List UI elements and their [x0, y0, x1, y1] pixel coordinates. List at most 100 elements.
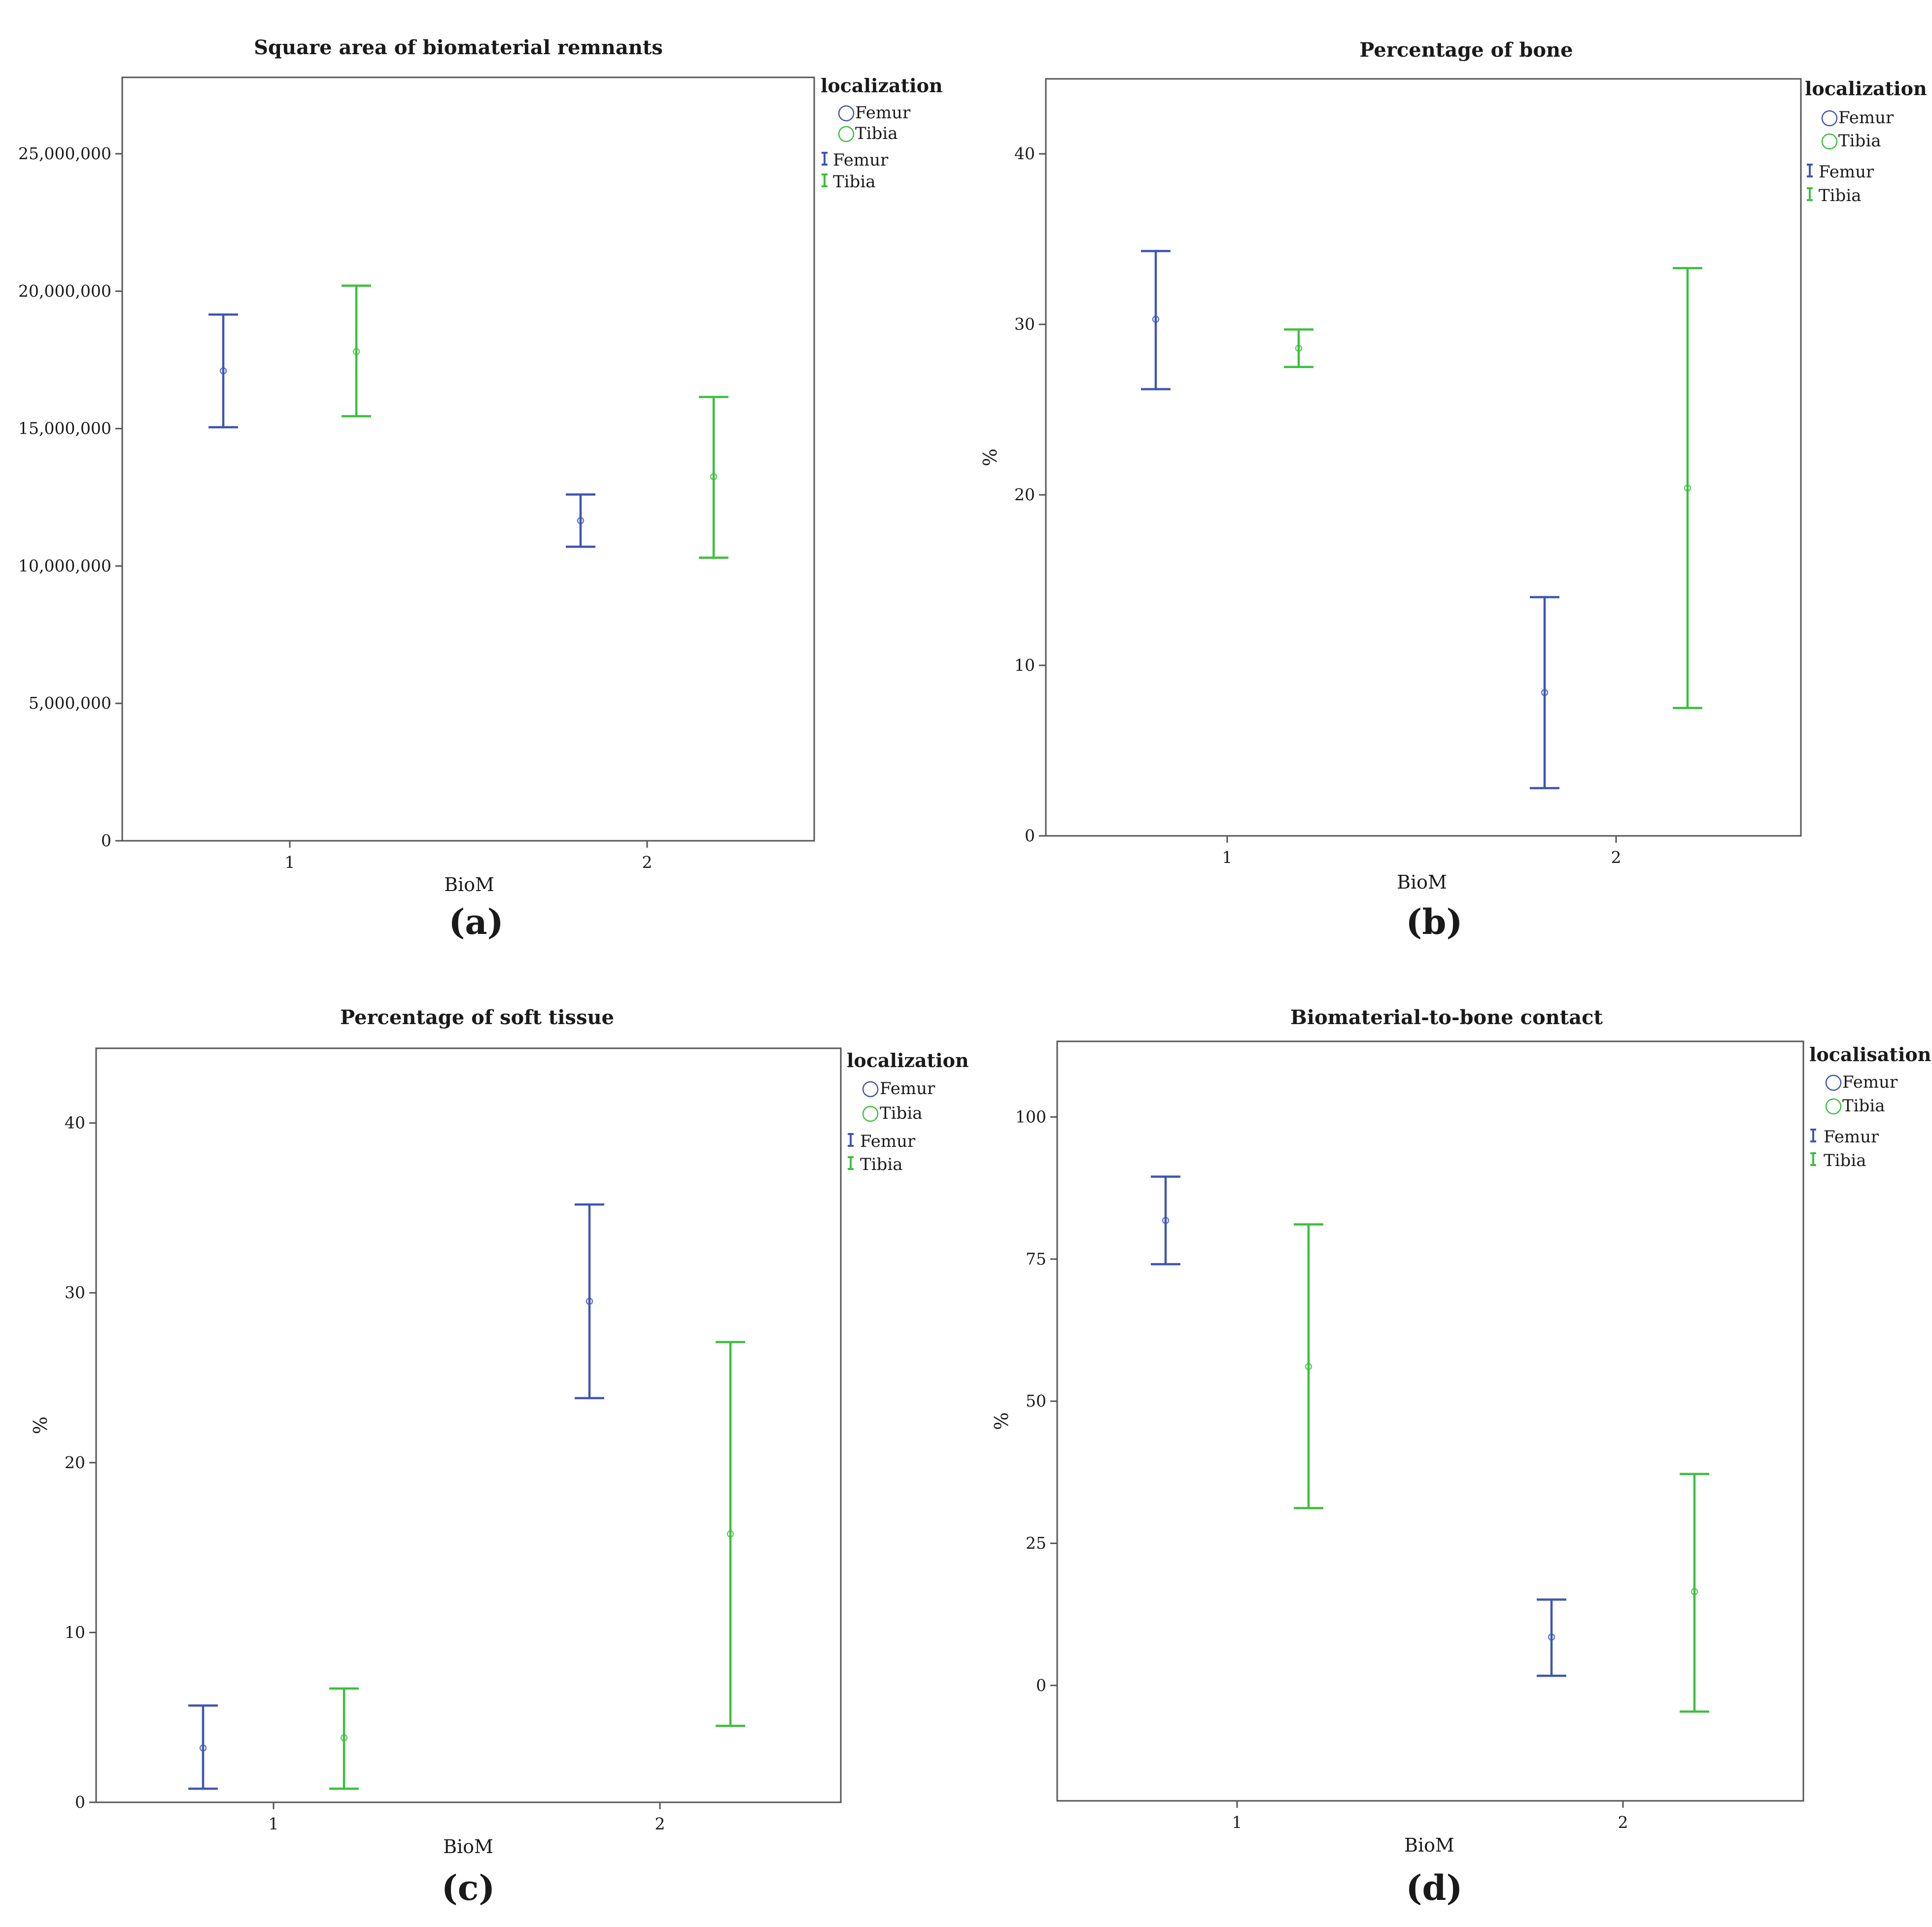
error-bar-tibia-biom-1: [342, 284, 371, 417]
y-tick-label: 100: [1015, 1107, 1046, 1126]
legend-errorbar-label: Tibia: [860, 1155, 902, 1174]
mean-marker: [1162, 1217, 1170, 1224]
legend-marker-icon: [1825, 1074, 1842, 1091]
mean-marker: [199, 1744, 207, 1752]
legend-errorbar-icon: [822, 152, 828, 166]
y-tick-label: 30: [1014, 314, 1035, 334]
x-tick-label: 2: [1611, 848, 1622, 867]
legend-errorbar-label: Tibia: [1819, 186, 1861, 206]
legend-errorbar-label: Tibia: [833, 172, 875, 192]
error-bar-tibia-biom-2: [1680, 1473, 1709, 1713]
y-tick-label: 50: [1026, 1391, 1046, 1411]
mean-marker: [1684, 484, 1691, 492]
x-axis-label: BioM: [444, 874, 494, 895]
panel-label: (b): [1406, 901, 1462, 942]
y-tick-label: 20: [65, 1453, 85, 1472]
x-axis-label: BioM: [1404, 1834, 1454, 1856]
y-tick-label: 75: [1026, 1249, 1046, 1269]
legend-marker-icon: [838, 126, 855, 142]
x-axis-label: BioM: [1397, 871, 1447, 893]
y-tick-label: 10: [65, 1622, 85, 1642]
x-tick-label: 2: [655, 1814, 665, 1833]
legend-marker-icon: [862, 1105, 879, 1122]
legend-marker-label: Tibia: [880, 1103, 922, 1123]
legend-errorbar-label: Femur: [833, 150, 889, 170]
chart-panel-c: Percentage of soft tissue 0 10 20 30 40 1 2 BioM…: [30, 1006, 969, 1908]
chart-panel-b: Percentage of bone 0 10 20 30 40 1 2 BioM% locali…: [979, 38, 1927, 942]
x-axis-label: BioM: [443, 1836, 493, 1858]
x-tick-label: 2: [642, 853, 653, 872]
y-tick-label: 0: [75, 1792, 85, 1812]
error-bar-femur-biom-2: [566, 493, 595, 548]
y-tick-label: 40: [65, 1113, 85, 1133]
panel-label: (a): [448, 901, 504, 942]
y-tick-label: 0: [101, 831, 111, 850]
error-bar-tibia-biom-2: [699, 396, 728, 559]
error-bar-femur-biom-2: [1537, 1598, 1566, 1677]
y-tick-label: 10: [1014, 655, 1035, 675]
legend-marker-label: Femur: [1838, 108, 1894, 128]
y-tick-label: 25: [1026, 1533, 1046, 1552]
legend-marker-label: Tibia: [1842, 1096, 1885, 1116]
legend-marker-icon: [1825, 1098, 1842, 1115]
mean-marker: [1305, 1363, 1312, 1371]
y-tick-label: 20: [1014, 485, 1035, 504]
error-bar-femur-biom-1: [188, 1704, 218, 1790]
plot-area: [95, 1047, 842, 1803]
chart-panel-d: Biomaterial-to-bone contact 0 25 50 75 100 1 2 B…: [991, 1006, 1931, 1908]
y-tick-label: 15,000,000: [18, 419, 111, 438]
legend-marker-label: Femur: [880, 1079, 935, 1099]
plot-area: [1045, 78, 1802, 837]
error-bar-tibia-biom-1: [1284, 328, 1313, 368]
mean-marker: [1690, 1588, 1698, 1595]
chart-title: Biomaterial-to-bone contact: [1290, 1006, 1603, 1029]
legend-errorbar-icon: [822, 173, 828, 187]
legend-title: localization: [847, 1049, 969, 1071]
legend-errorbar-label: Tibia: [1824, 1151, 1866, 1170]
mean-marker: [726, 1530, 734, 1538]
mean-marker: [1295, 344, 1303, 352]
x-tick-label: 1: [285, 853, 295, 872]
legend-errorbar-icon: [1810, 1152, 1816, 1166]
mean-marker: [219, 367, 227, 375]
legend-errorbar-icon: [1807, 187, 1813, 201]
error-bar-tibia-biom-1: [329, 1687, 359, 1790]
legend-marker-icon: [838, 105, 855, 122]
legend-errorbar-icon: [1810, 1129, 1816, 1142]
legend-marker-label: Femur: [855, 103, 911, 123]
legend: localisation Femur Tibia Femur Tibia: [1809, 1043, 1931, 1170]
legend-errorbar-label: Femur: [1824, 1127, 1879, 1147]
panel-label: (d): [1406, 1867, 1462, 1908]
legend-title: localization: [1805, 77, 1927, 100]
legend-errorbar-icon: [1807, 164, 1813, 177]
mean-marker: [1548, 1633, 1555, 1641]
error-bar-femur-biom-1: [208, 313, 238, 429]
mean-marker: [340, 1734, 348, 1742]
error-bar-tibia-biom-1: [1294, 1223, 1323, 1510]
legend-title: localisation: [1809, 1043, 1931, 1066]
legend-errorbar-label: Femur: [860, 1132, 916, 1151]
y-tick-label: 0: [1025, 826, 1035, 845]
error-bar-tibia-biom-2: [716, 1341, 745, 1727]
mean-marker: [352, 348, 360, 355]
chart-title: Square area of biomaterial remnants: [254, 36, 663, 59]
plot-area: [1056, 1040, 1804, 1802]
x-tick-label: 2: [1618, 1813, 1628, 1832]
legend-marker-label: Tibia: [855, 124, 897, 143]
chart-title: Percentage of soft tissue: [340, 1006, 614, 1029]
legend-errorbar-icon: [848, 1133, 854, 1147]
error-bar-tibia-biom-2: [1673, 267, 1702, 709]
legend-marker-icon: [1821, 133, 1838, 150]
mean-marker: [1541, 689, 1549, 696]
error-bar-femur-biom-2: [575, 1203, 604, 1400]
chart-title: Percentage of bone: [1359, 38, 1573, 62]
y-axis-label: %: [30, 1416, 51, 1434]
y-tick-label: 5,000,000: [29, 693, 111, 713]
chart-panel-a: Square area of biomaterial remnants 0 5,00…: [18, 36, 943, 942]
error-bar-femur-biom-1: [1141, 250, 1171, 390]
error-bar-femur-biom-1: [1151, 1175, 1180, 1266]
y-tick-label: 20,000,000: [18, 281, 111, 301]
